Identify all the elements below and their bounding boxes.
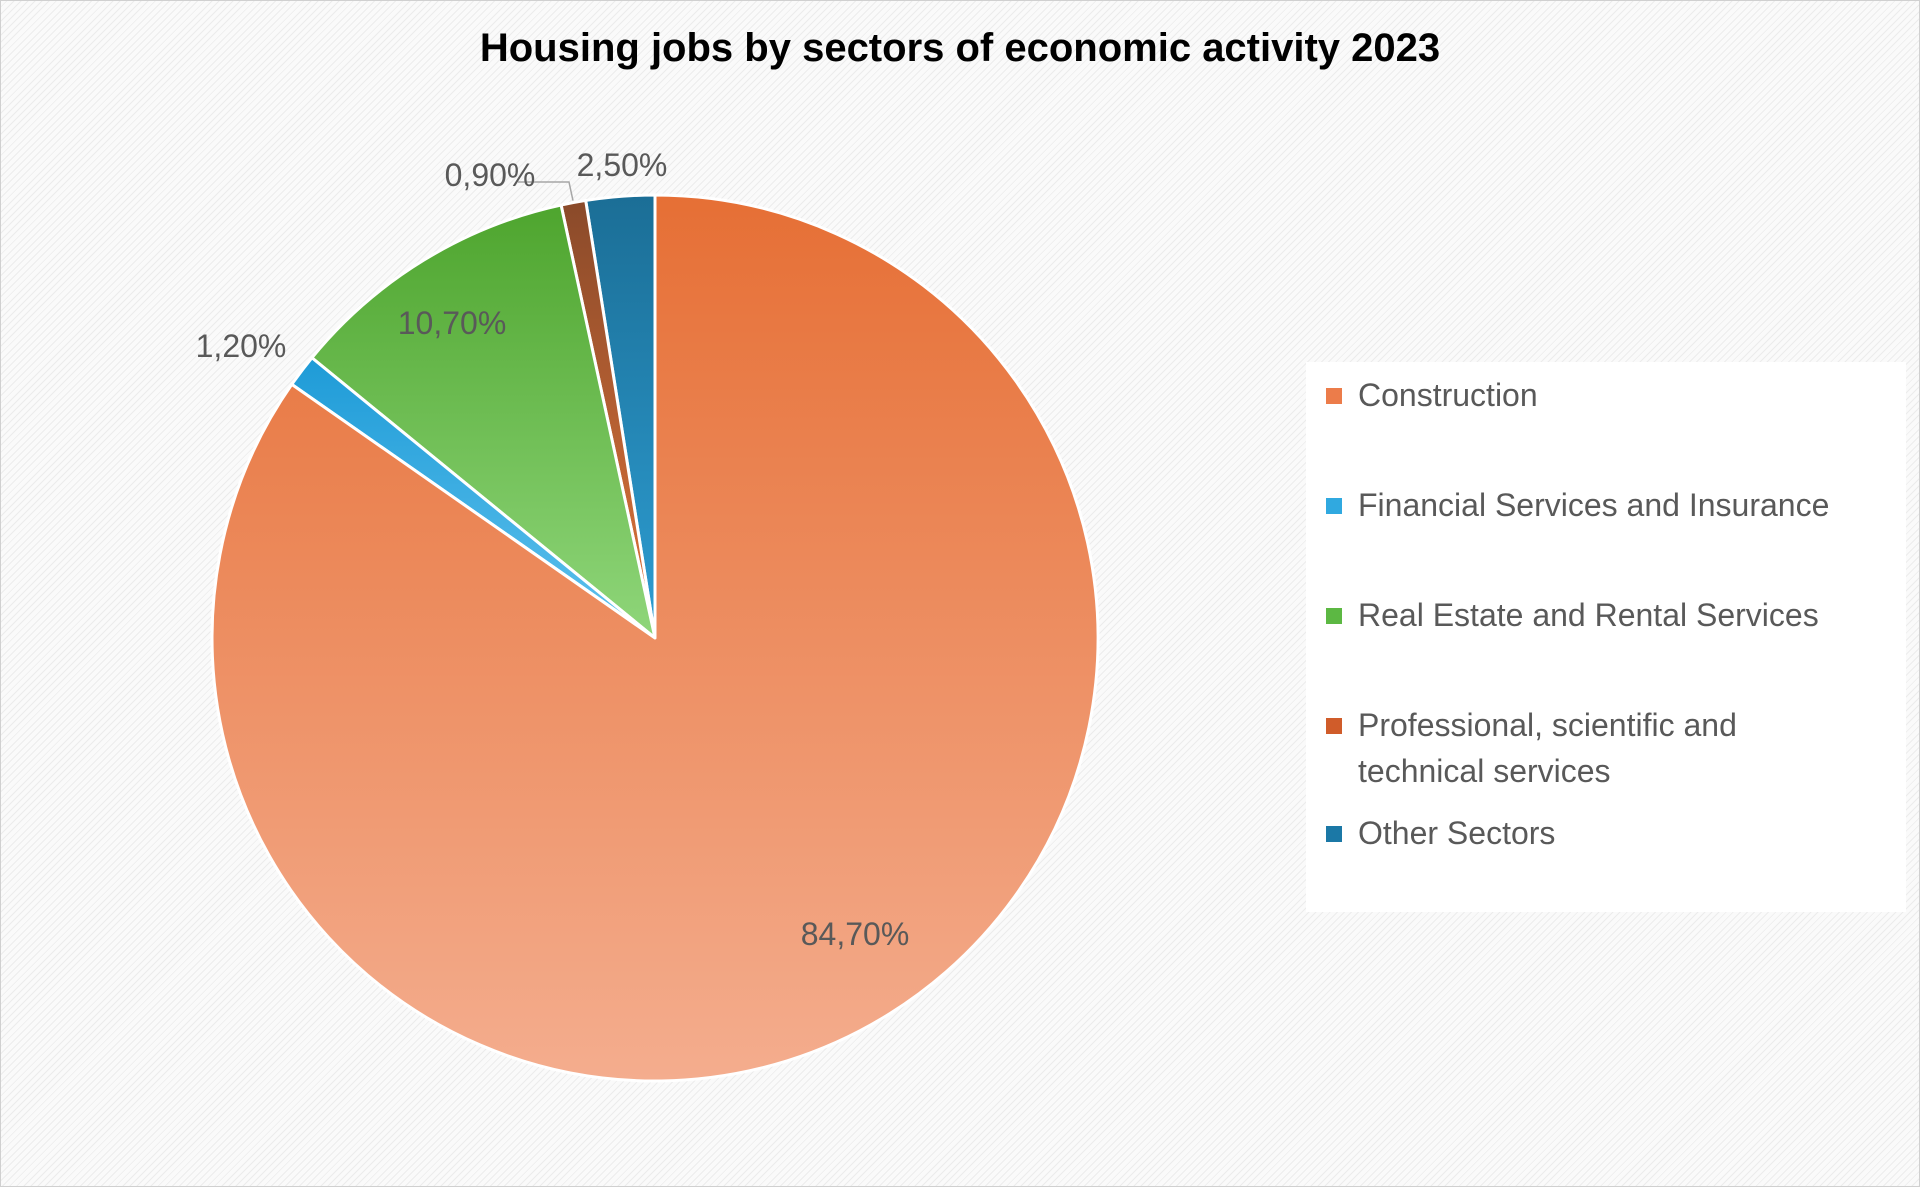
legend-label: Financial Services and Insurance: [1358, 487, 1830, 523]
legend-label: Construction: [1358, 377, 1538, 413]
legend-item-professional: Professional, scientific and technical s…: [1326, 702, 1798, 794]
legend-swatch-real-estate: [1326, 608, 1342, 624]
data-label-real-estate-and-rental-services: 10,70%: [398, 305, 507, 341]
leader-line-professional-scientific-and-technical-services: [518, 181, 574, 201]
legend-label: Other Sectors: [1358, 815, 1556, 851]
pie-slice-real-estate-and-rental-services: [310, 203, 657, 640]
pie-slice-construction: [210, 193, 1100, 1083]
legend-label: Professional, scientific and technical s…: [1358, 707, 1737, 789]
legend-item-construction: Construction: [1326, 372, 1898, 418]
legend-item-real-estate: Real Estate and Rental Services: [1326, 592, 1898, 638]
chart-legend: Construction Financial Services and Insu…: [1306, 362, 1906, 912]
legend-swatch-professional: [1326, 718, 1342, 734]
legend-swatch-financial: [1326, 498, 1342, 514]
data-label-financial-services-and-insurance: 1,20%: [196, 328, 287, 364]
legend-swatch-construction: [1326, 388, 1342, 404]
chart-title: Housing jobs by sectors of economic acti…: [479, 26, 1441, 70]
data-label-professional-scientific-and-technical-services: 0,90%: [445, 157, 536, 193]
data-label-construction: 84,70%: [801, 916, 910, 952]
legend-label: Real Estate and Rental Services: [1358, 597, 1819, 633]
data-label-other-sectors: 2,50%: [577, 147, 668, 183]
legend-item-other: Other Sectors: [1326, 810, 1898, 856]
legend-item-financial: Financial Services and Insurance: [1326, 482, 1898, 528]
legend-swatch-other: [1326, 826, 1342, 842]
